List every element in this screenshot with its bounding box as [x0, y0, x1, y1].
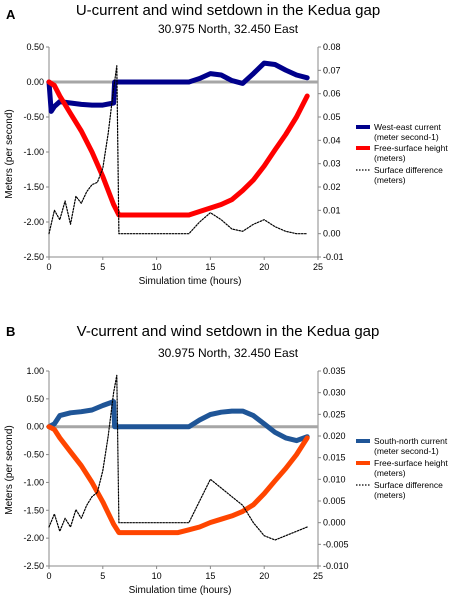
legend-label: Free-surface height [374, 458, 448, 468]
series-line-current [46, 399, 310, 444]
y-tick-label: 0.00 [26, 77, 44, 87]
x-tick-label: 5 [100, 571, 105, 581]
legend: South-north current (meter second-1) Fre… [356, 436, 448, 500]
x-tick-label: 20 [259, 571, 269, 581]
y2-tick-label: 0.02 [323, 182, 341, 192]
panel-b: B V-current and wind setdown in the Kedu… [4, 323, 448, 596]
legend-label: (meters) [374, 468, 406, 478]
y-tick-label: -2.50 [23, 561, 44, 571]
x-tick-label: 15 [205, 571, 215, 581]
chart-title: U-current and wind setdown in the Kedua … [76, 2, 380, 19]
legend-label: Surface difference [374, 165, 443, 175]
y2-tick-label: 0.030 [323, 388, 346, 398]
y2-tick-label: 0.03 [323, 159, 341, 169]
x-axis-label: Simulation time (hours) [139, 276, 242, 287]
legend-swatch-free-surface [356, 461, 370, 465]
x-tick-label: 15 [205, 262, 215, 272]
legend-label: Surface difference [374, 480, 443, 490]
legend: West-east current (meter second-1) Free-… [356, 122, 448, 185]
y2-tick-label: 0.010 [323, 474, 346, 484]
legend-label: Free-surface height [374, 143, 448, 153]
legend-label: (meter second-1) [374, 446, 439, 456]
y2-tick-label: 0.05 [323, 112, 341, 122]
panel-label: A [6, 7, 16, 22]
legend-label: (meters) [374, 490, 406, 500]
y-tick-label: 0.50 [26, 394, 44, 404]
x-tick-label: 10 [152, 262, 162, 272]
y2-tick-label: 0.000 [323, 518, 346, 528]
x-tick-label: 25 [313, 262, 323, 272]
x-tick-label: 20 [259, 262, 269, 272]
y-tick-label: 0.50 [26, 42, 44, 52]
y2-tick-label: -0.010 [323, 561, 349, 571]
y2-tick-label: 0.005 [323, 496, 346, 506]
chart-subtitle: 30.975 North, 32.450 East [158, 22, 299, 36]
y-tick-label: -1.00 [23, 147, 44, 157]
series-line-current [46, 60, 310, 114]
legend-label: (meter second-1) [374, 132, 439, 142]
y2-tick-label: 0.08 [323, 42, 341, 52]
y-tick-label: -1.00 [23, 477, 44, 487]
series-line-surface-difference [48, 374, 308, 541]
legend-swatch-free-surface [356, 146, 370, 150]
y-tick-label: -2.00 [23, 533, 44, 543]
series-line-free-surface [46, 79, 310, 218]
y-tick-label: -1.50 [23, 505, 44, 515]
x-tick-label: 0 [46, 262, 51, 272]
y-tick-label: -0.50 [23, 450, 44, 460]
x-axis-label: Simulation time (hours) [129, 585, 232, 596]
y-tick-label: 0.00 [26, 422, 44, 432]
x-tick-label: 0 [46, 571, 51, 581]
y-tick-label: -1.50 [23, 182, 44, 192]
y2-tick-label: 0.01 [323, 205, 341, 215]
x-tick-label: 5 [100, 262, 105, 272]
x-tick-label: 25 [313, 571, 323, 581]
legend-swatch-current [356, 439, 370, 443]
chart-subtitle: 30.975 North, 32.450 East [158, 346, 299, 360]
legend-label: West-east current [374, 122, 442, 132]
y-axis-label: Meters (per second) [4, 109, 15, 198]
y2-tick-label: 0.035 [323, 366, 346, 376]
y2-tick-label: 0.020 [323, 431, 346, 441]
panel-label: B [6, 324, 15, 339]
x-tick-label: 10 [152, 571, 162, 581]
y2-tick-label: 0.015 [323, 453, 346, 463]
y2-tick-label: 0.00 [323, 229, 341, 239]
legend-swatch-current [356, 125, 370, 129]
y-tick-label: -0.50 [23, 112, 44, 122]
y-axis-label: Meters (per second) [4, 425, 15, 514]
y2-tick-label: 0.07 [323, 65, 341, 75]
chart-title: V-current and wind setdown in the Kedua … [77, 323, 380, 340]
legend-label: (meters) [374, 153, 406, 163]
y2-tick-label: -0.01 [323, 252, 344, 262]
series-line-surface-difference [48, 65, 308, 235]
y-tick-label: -2.00 [23, 217, 44, 227]
legend-label: South-north current [374, 436, 448, 446]
panel-a: A U-current and wind setdown in the Kedu… [4, 2, 448, 287]
y-tick-label: 1.00 [26, 366, 44, 376]
series-line-free-surface [46, 424, 310, 536]
legend-label: (meters) [374, 175, 406, 185]
y2-tick-label: 0.06 [323, 89, 341, 99]
y2-tick-label: 0.04 [323, 135, 341, 145]
y2-tick-label: 0.025 [323, 409, 346, 419]
y2-tick-label: -0.005 [323, 539, 349, 549]
y-tick-label: -2.50 [23, 252, 44, 262]
